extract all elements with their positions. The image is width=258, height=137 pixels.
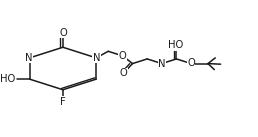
Text: HO: HO [0, 74, 15, 84]
Text: O: O [59, 28, 67, 38]
Text: O: O [120, 68, 128, 78]
Text: O: O [187, 58, 195, 68]
Text: N: N [158, 59, 166, 69]
Text: F: F [60, 97, 66, 107]
Text: HO: HO [168, 40, 183, 50]
Text: O: O [119, 51, 127, 61]
Text: N: N [93, 53, 100, 63]
Text: N: N [25, 53, 33, 63]
